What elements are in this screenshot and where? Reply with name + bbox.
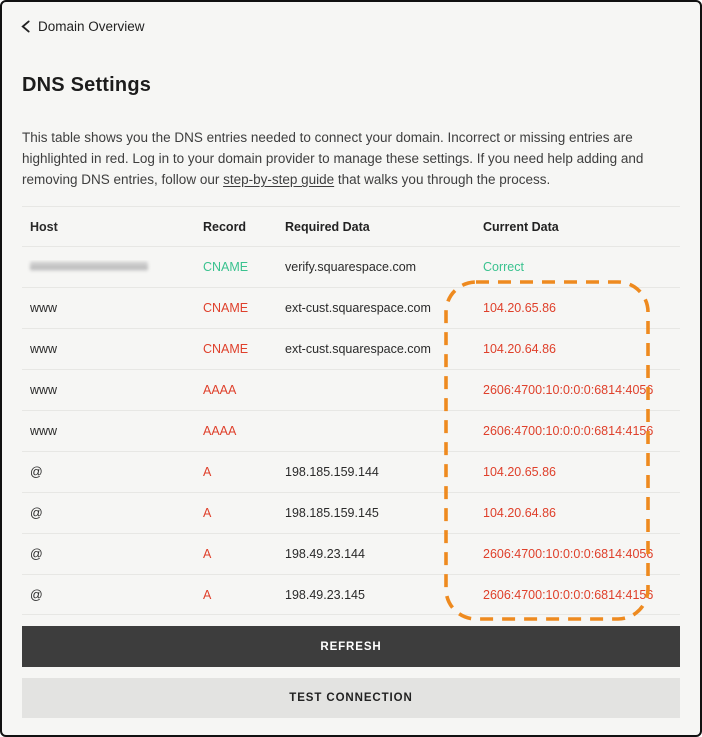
host-cell: www bbox=[30, 424, 58, 438]
test-connection-button[interactable]: TEST CONNECTION bbox=[22, 678, 680, 718]
record-type-cell: CNAME bbox=[203, 260, 249, 274]
host-cell bbox=[22, 260, 203, 274]
current-data-cell: 2606:4700:10:0:0:0:6814:4056 bbox=[483, 547, 654, 561]
table-body: CNAME verify.squarespace.com Correct www CNA… bbox=[22, 246, 680, 615]
record-type-cell: A bbox=[203, 506, 212, 520]
table-row: @ A 198.185.159.145 104.20.64.86 bbox=[22, 492, 680, 533]
top-bar: Domain Overview bbox=[2, 2, 700, 36]
refresh-button[interactable]: REFRESH bbox=[22, 626, 680, 667]
description-after-link: that walks you through the process. bbox=[334, 172, 551, 187]
required-data-cell: 198.49.23.145 bbox=[285, 587, 365, 602]
host-cell: @ bbox=[30, 587, 43, 602]
table-row: www CNAME ext-cust.squarespace.com 104.20.6… bbox=[22, 328, 680, 369]
table-row: www AAAA 2606:4700:10:0:0:0:6814:4056 bbox=[22, 369, 680, 410]
current-data-cell: 104.20.64.86 bbox=[483, 342, 556, 356]
current-data-cell: 2606:4700:10:0:0:0:6814:4156 bbox=[483, 587, 654, 602]
required-data-cell: ext-cust.squarespace.com bbox=[285, 342, 431, 356]
record-type-cell: A bbox=[203, 465, 212, 479]
required-data-cell: 198.49.23.144 bbox=[285, 547, 365, 561]
record-type-cell: A bbox=[203, 547, 212, 561]
main-content: DNS Settings This table shows you the DN… bbox=[2, 74, 700, 718]
table-header-row: Host Record Required Data Current Data bbox=[22, 206, 680, 246]
description-text: This table shows you the DNS entries nee… bbox=[22, 127, 680, 190]
host-cell: www bbox=[30, 301, 58, 315]
required-data-cell: 198.185.159.144 bbox=[285, 465, 379, 479]
table-row: @ A 198.185.159.144 104.20.65.86 bbox=[22, 451, 680, 492]
host-cell: www bbox=[30, 383, 58, 397]
record-type-cell: AAAA bbox=[203, 424, 237, 438]
table-row: @ A 198.49.23.144 2606:4700:10:0:0:0:6814:4… bbox=[22, 533, 680, 574]
page-title: DNS Settings bbox=[22, 74, 152, 96]
record-type-cell: AAAA bbox=[203, 383, 237, 397]
required-data-cell: verify.squarespace.com bbox=[285, 260, 417, 274]
table-row: CNAME verify.squarespace.com Correct bbox=[22, 246, 680, 287]
record-type-cell: CNAME bbox=[203, 342, 249, 356]
column-header-required-data: Required Data bbox=[285, 219, 370, 234]
record-type-cell: A bbox=[203, 587, 212, 602]
table-row: www AAAA 2606:4700:10:0:0:0:6814:4156 bbox=[22, 410, 680, 451]
column-header-current-data: Current Data bbox=[483, 219, 559, 234]
table-row: www CNAME ext-cust.squarespace.com 104.20.6… bbox=[22, 287, 680, 328]
redacted-host-value bbox=[30, 262, 148, 271]
current-data-cell: 2606:4700:10:0:0:0:6814:4056 bbox=[483, 383, 654, 397]
current-data-cell: Correct bbox=[483, 260, 524, 274]
column-header-host: Host bbox=[30, 219, 58, 234]
column-header-record: Record bbox=[203, 219, 247, 234]
host-cell: @ bbox=[30, 465, 43, 479]
host-cell: @ bbox=[30, 547, 43, 561]
required-data-cell: 198.185.159.145 bbox=[285, 506, 379, 520]
dns-records-table: Host Record Required Data Current Data C… bbox=[22, 206, 680, 621]
step-by-step-guide-link[interactable]: step-by-step guide bbox=[223, 172, 335, 187]
table-row: @ A 198.49.23.145 2606:4700:10:0:0:0:6814:4… bbox=[22, 574, 680, 615]
back-chevron-icon bbox=[20, 20, 31, 33]
current-data-cell: 2606:4700:10:0:0:0:6814:4156 bbox=[483, 424, 654, 438]
host-cell: www bbox=[30, 342, 58, 356]
required-data-cell: ext-cust.squarespace.com bbox=[285, 301, 431, 315]
description-before-link: This table shows you the DNS entries nee… bbox=[22, 130, 644, 187]
back-button[interactable]: Domain Overview bbox=[20, 19, 145, 34]
host-cell: @ bbox=[30, 506, 43, 520]
back-label: Domain Overview bbox=[38, 18, 145, 34]
current-data-cell: 104.20.64.86 bbox=[483, 506, 556, 520]
record-type-cell: CNAME bbox=[203, 301, 249, 315]
current-data-cell: 104.20.65.86 bbox=[483, 301, 556, 315]
current-data-cell: 104.20.65.86 bbox=[483, 465, 556, 479]
